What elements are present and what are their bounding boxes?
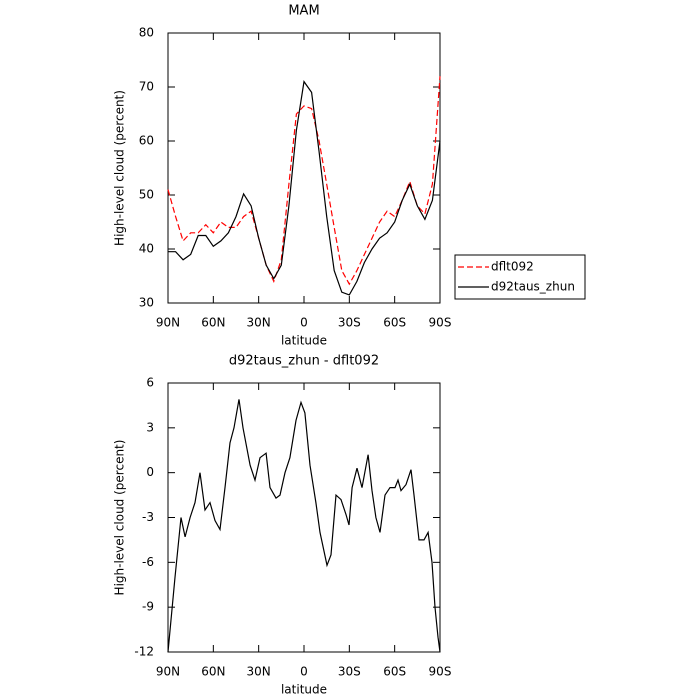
x-tick-label: 90S <box>429 316 452 330</box>
x-tick-label: 90S <box>429 665 452 679</box>
x-tick-label: 90N <box>156 665 180 679</box>
y-axis-label: High-level cloud (percent) <box>113 90 127 246</box>
x-tick-label: 0 <box>300 665 308 679</box>
x-tick-label: 30S <box>338 665 361 679</box>
legend-label: dflt092 <box>491 260 534 274</box>
y-tick-label: 60 <box>139 134 154 148</box>
y-tick-label: -12 <box>134 645 154 659</box>
x-tick-label: 30N <box>247 316 271 330</box>
x-tick-label: 60N <box>201 316 225 330</box>
x-tick-label: 90N <box>156 316 180 330</box>
y-tick-label: 40 <box>139 242 154 256</box>
y-tick-label: 70 <box>139 80 154 94</box>
y-tick-label: 6 <box>146 376 154 390</box>
chart-title: d92taus_zhun - dflt092 <box>229 354 379 369</box>
x-tick-label: 60S <box>383 316 406 330</box>
data-line <box>168 80 441 296</box>
y-tick-label: 50 <box>139 188 154 202</box>
data-line <box>167 76 441 286</box>
x-tick-label: 60N <box>201 665 225 679</box>
x-tick-label: 30S <box>338 316 361 330</box>
x-tick-label: 30N <box>247 665 271 679</box>
plot-frame <box>167 382 441 653</box>
y-tick-label: -9 <box>142 600 154 614</box>
y-tick-label: 80 <box>139 26 154 40</box>
legend-box <box>454 254 586 300</box>
y-tick-label: -3 <box>142 510 154 524</box>
y-tick-label: 0 <box>146 465 154 479</box>
y-axis-label: High-level cloud (percent) <box>113 440 127 596</box>
y-tick-label: -6 <box>142 555 154 569</box>
x-tick-label: 60S <box>383 665 406 679</box>
data-line <box>167 399 441 653</box>
x-tick-label: 0 <box>300 316 308 330</box>
x-axis-label: latitude <box>281 334 327 348</box>
y-tick-label: 3 <box>146 420 154 434</box>
plot-frame <box>167 32 441 304</box>
chart-title: MAM <box>288 4 319 19</box>
legend-label: d92taus_zhun <box>491 280 575 294</box>
x-axis-label: latitude <box>281 683 327 697</box>
y-tick-label: 30 <box>139 296 154 310</box>
